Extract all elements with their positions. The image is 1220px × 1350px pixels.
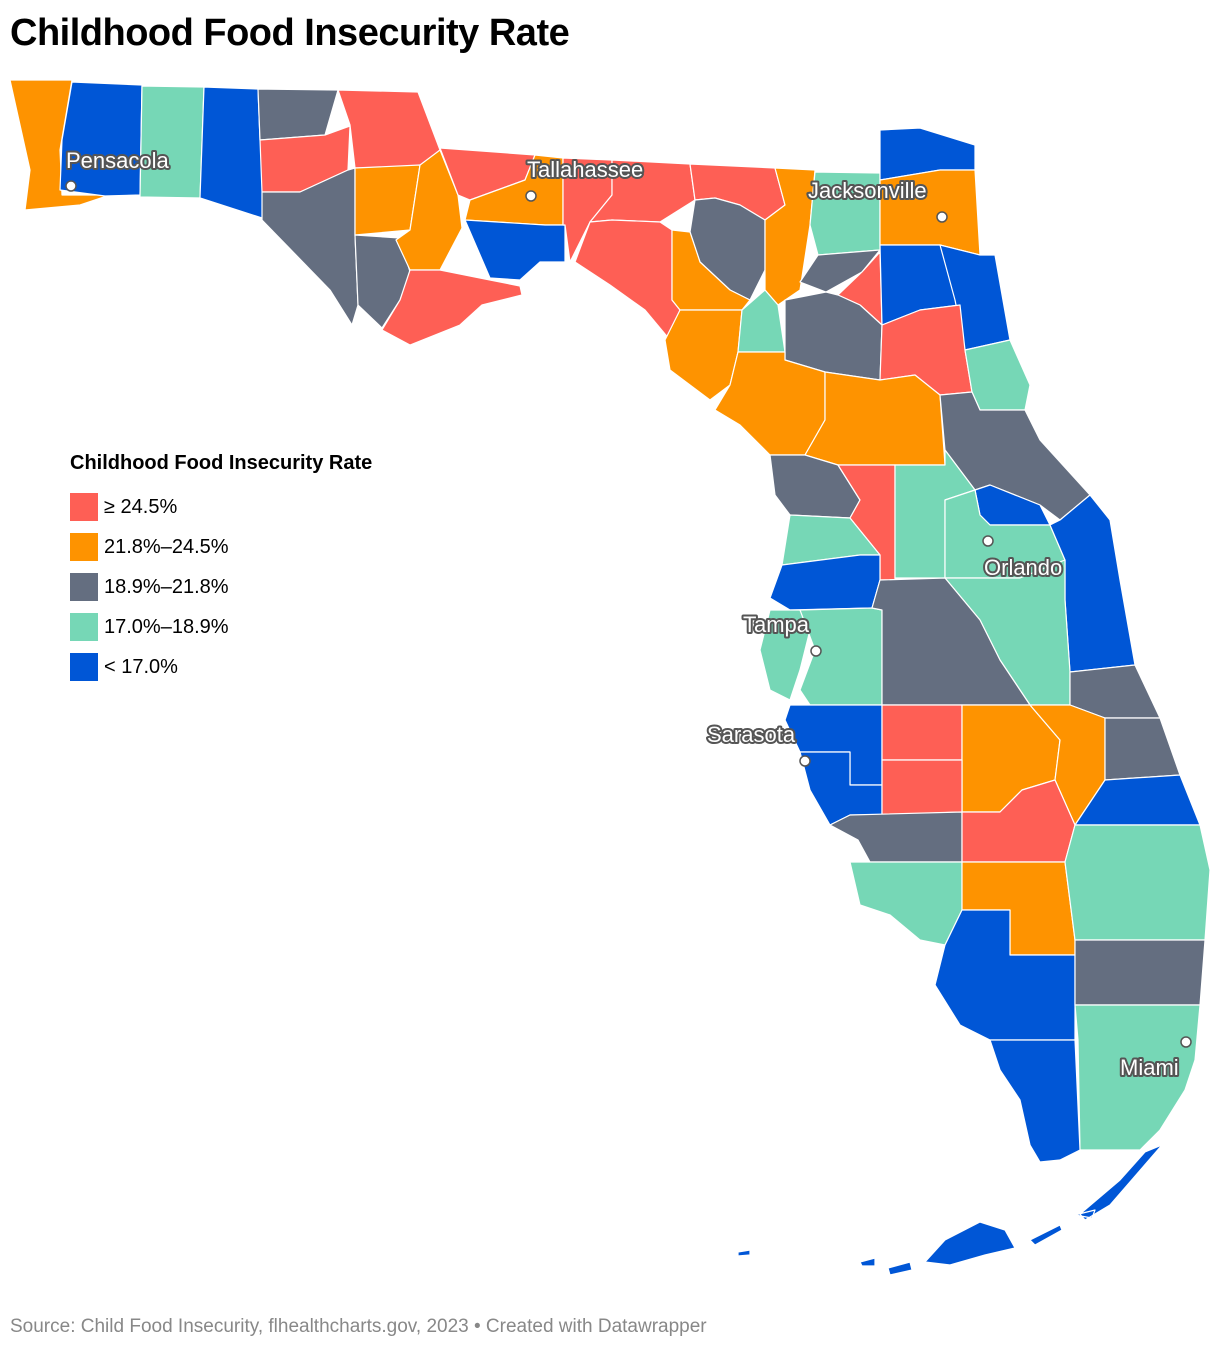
- county-charlotte[interactable]: [829, 811, 963, 863]
- map-legend: Childhood Food Insecurity Rate ≥ 24.5% 2…: [70, 452, 372, 687]
- county-monroe[interactable]: [989, 1039, 1081, 1163]
- county-lee[interactable]: [849, 861, 963, 946]
- pensacola-marker-icon: [65, 180, 77, 192]
- city-label-pensacola: Pensacola: [66, 148, 170, 173]
- source-note: Source: Child Food Insecurity, flhealthc…: [10, 1316, 707, 1337]
- county-taylor[interactable]: [574, 219, 681, 341]
- legend-swatch-upper-mid: [70, 533, 98, 561]
- legend-label-upper-mid: 21.8%–24.5%: [104, 535, 229, 558]
- county-bay[interactable]: [261, 167, 359, 326]
- county-desoto[interactable]: [881, 759, 963, 816]
- legend-swatch-low: [70, 653, 98, 681]
- city-label-tampa: Tampa: [743, 612, 810, 637]
- county-lafayette[interactable]: [671, 229, 751, 311]
- county-franklin[interactable]: [381, 269, 523, 346]
- legend-label-mid: 18.9%–21.8%: [104, 575, 229, 598]
- county-santa-rosa[interactable]: [59, 81, 143, 197]
- tallahassee-marker-icon: [525, 190, 537, 202]
- county-hardee[interactable]: [881, 704, 963, 761]
- county-union[interactable]: [799, 249, 881, 293]
- county-holmes[interactable]: [257, 88, 339, 141]
- tampa-marker-icon: [810, 645, 822, 657]
- city-label-jacksonville: Jacksonville: [808, 178, 927, 203]
- legend-item-high: ≥ 24.5%: [70, 487, 372, 527]
- city-label-miami: Miami: [1120, 1055, 1179, 1080]
- orlando-marker-icon: [982, 535, 994, 547]
- county-wakulla[interactable]: [464, 219, 566, 281]
- sarasota-marker-icon: [799, 755, 811, 767]
- legend-swatch-high: [70, 493, 98, 521]
- county-broward[interactable]: [1074, 939, 1206, 1006]
- florida-keys: [737, 1144, 1163, 1276]
- jacksonville-marker-icon: [936, 211, 948, 223]
- county-gilchrist[interactable]: [737, 289, 786, 353]
- legend-swatch-lower-mid: [70, 613, 98, 641]
- miami-marker-icon: [1180, 1036, 1192, 1048]
- county-okaloosa[interactable]: [139, 85, 205, 199]
- legend-label-high: ≥ 24.5%: [104, 495, 178, 518]
- legend-item-low: < 17.0%: [70, 647, 372, 687]
- county-miami-dade[interactable]: [1074, 1004, 1201, 1151]
- county-hillsborough[interactable]: [799, 607, 883, 706]
- city-label-sarasota: Sarasota: [707, 722, 796, 747]
- city-label-tallahassee: Tallahassee: [527, 157, 643, 182]
- legend-title: Childhood Food Insecurity Rate: [70, 452, 373, 474]
- florida-county-map: Pensacola Tallahassee Jacksonville Orlan…: [9, 79, 1211, 1276]
- county-marion[interactable]: [804, 371, 946, 466]
- legend-item-mid: 18.9%–21.8%: [70, 567, 372, 607]
- county-st-lucie[interactable]: [1104, 717, 1181, 781]
- legend-swatch-mid: [70, 573, 98, 601]
- county-polk[interactable]: [871, 577, 1031, 706]
- legend-item-lower-mid: 17.0%–18.9%: [70, 607, 372, 647]
- legend-label-lower-mid: 17.0%–18.9%: [104, 615, 229, 638]
- county-jackson[interactable]: [337, 89, 441, 169]
- legend-item-upper-mid: 21.8%–24.5%: [70, 527, 372, 567]
- legend-label-low: < 17.0%: [104, 655, 178, 678]
- city-label-orlando: Orlando: [984, 555, 1062, 580]
- map-title: Childhood Food Insecurity Rate: [10, 12, 570, 54]
- county-palm-beach[interactable]: [1064, 824, 1211, 941]
